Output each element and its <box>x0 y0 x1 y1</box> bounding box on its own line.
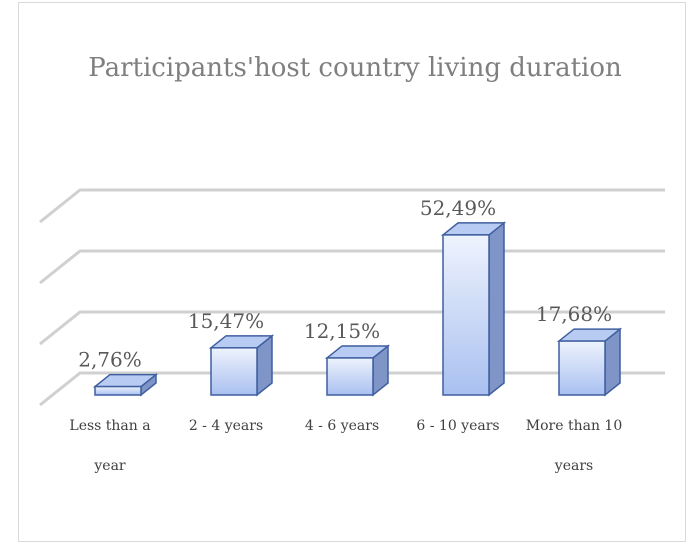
value-label: 52,49% <box>420 196 496 220</box>
bar-side <box>489 223 504 395</box>
bar <box>559 341 605 395</box>
x-tick-label: More than 10 years <box>524 406 624 486</box>
bar <box>443 235 489 395</box>
value-label: 12,15% <box>304 319 380 343</box>
bar <box>327 358 373 395</box>
value-label: 15,47% <box>188 309 264 333</box>
bar <box>211 348 257 395</box>
bar <box>95 387 141 395</box>
grid-line <box>40 251 665 283</box>
x-tick-label: 2 - 4 years <box>161 406 291 446</box>
page: {"chart_data": {"type": "bar3d", "title"… <box>0 0 693 547</box>
value-label: 17,68% <box>536 302 612 326</box>
chart-title: Participants'host country living duratio… <box>88 53 622 83</box>
x-tick-label: Less than a year <box>60 406 160 486</box>
x-tick-label: 6 - 10 years <box>393 406 523 446</box>
value-label: 2,76% <box>78 348 142 372</box>
grid-line <box>40 190 665 222</box>
x-tick-label: 4 - 6 years <box>277 406 407 446</box>
